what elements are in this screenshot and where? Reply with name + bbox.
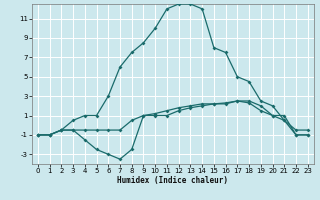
X-axis label: Humidex (Indice chaleur): Humidex (Indice chaleur) [117,176,228,185]
